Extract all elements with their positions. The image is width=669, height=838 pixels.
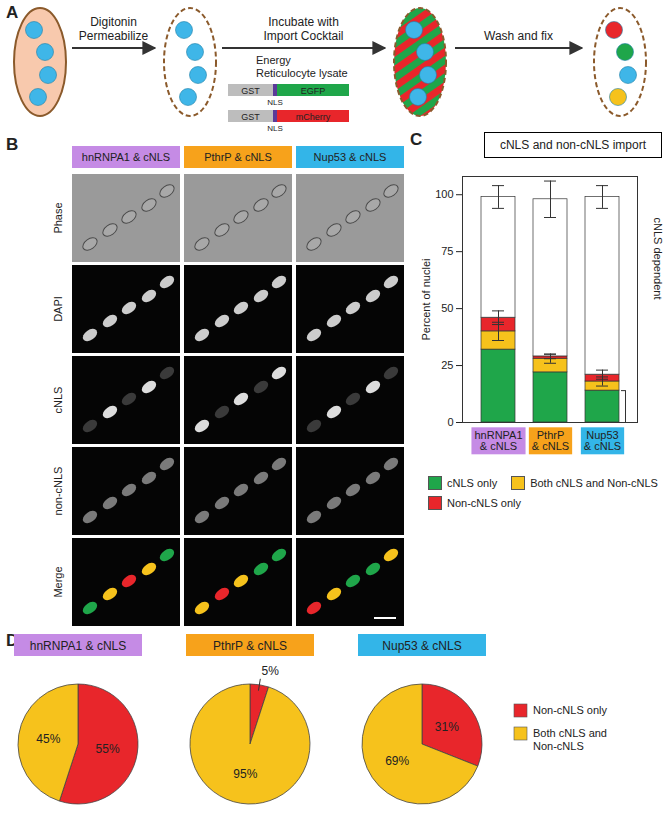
svg-text:75: 75 bbox=[441, 245, 453, 257]
svg-text:Nup53 & cNLS: Nup53 & cNLS bbox=[382, 639, 461, 653]
svg-text:cNLS dependent: cNLS dependent bbox=[652, 218, 664, 300]
svg-text:Both cNLS and: Both cNLS and bbox=[533, 727, 607, 739]
svg-text:45%: 45% bbox=[36, 732, 60, 746]
html-text:Both cNLS and Non-cNLS: Both cNLS and Non-cNLS bbox=[530, 477, 658, 489]
svg-text:Import Cocktail: Import Cocktail bbox=[263, 29, 343, 43]
svg-text:Incubate with: Incubate with bbox=[268, 15, 339, 29]
svg-text:NLS: NLS bbox=[267, 98, 283, 107]
svg-text:B: B bbox=[6, 135, 18, 154]
svg-text:100: 100 bbox=[435, 188, 453, 200]
svg-text:Nup53 & cNLS: Nup53 & cNLS bbox=[314, 151, 387, 163]
svg-text:PthrP& cNLS: PthrP& cNLS bbox=[532, 429, 569, 452]
svg-text:Wash and fix: Wash and fix bbox=[484, 29, 553, 43]
svg-text:Digitonin: Digitonin bbox=[90, 15, 137, 29]
svg-text:Non-cNLS: Non-cNLS bbox=[533, 740, 584, 752]
svg-text:55%: 55% bbox=[96, 742, 120, 756]
html-text:cNLS and non-cNLS import: cNLS and non-cNLS import bbox=[500, 138, 646, 152]
svg-text:mCherry: mCherry bbox=[296, 112, 331, 122]
svg-text:Permeabilize: Permeabilize bbox=[79, 29, 149, 43]
svg-text:25: 25 bbox=[441, 359, 453, 371]
svg-text:non-cNLS: non-cNLS bbox=[52, 467, 64, 516]
svg-text:95%: 95% bbox=[233, 767, 257, 781]
svg-text:69%: 69% bbox=[385, 754, 409, 768]
svg-text:Phase: Phase bbox=[52, 202, 64, 233]
svg-text:31%: 31% bbox=[435, 720, 459, 734]
html-text:Non-cNLS only: Non-cNLS only bbox=[447, 497, 521, 509]
svg-text:cNLS: cNLS bbox=[52, 387, 64, 414]
svg-text:EGFP: EGFP bbox=[301, 86, 326, 96]
svg-text:GST: GST bbox=[241, 112, 260, 122]
svg-text:hnRNPA1& cNLS: hnRNPA1& cNLS bbox=[474, 429, 522, 452]
svg-text:GST: GST bbox=[241, 86, 260, 96]
svg-text:Merge: Merge bbox=[52, 566, 64, 597]
svg-text:NLS: NLS bbox=[267, 124, 283, 133]
svg-text:Percent of nuclei: Percent of nuclei bbox=[420, 259, 432, 341]
svg-text:D: D bbox=[6, 631, 19, 650]
svg-text:DAPI: DAPI bbox=[52, 296, 64, 322]
html-text:cNLS only: cNLS only bbox=[447, 477, 498, 489]
svg-text:A: A bbox=[6, 3, 18, 22]
svg-text:PthrP & cNLS: PthrP & cNLS bbox=[204, 151, 272, 163]
svg-text:Reticulocyte lysate: Reticulocyte lysate bbox=[256, 67, 348, 79]
svg-text:5%: 5% bbox=[262, 664, 280, 678]
svg-text:hnRNPA1 & cNLS: hnRNPA1 & cNLS bbox=[30, 639, 127, 653]
svg-text:PthrP & cNLS: PthrP & cNLS bbox=[213, 639, 287, 653]
svg-text:hnRNPA1 & cNLS: hnRNPA1 & cNLS bbox=[82, 151, 170, 163]
svg-text:Nup53& cNLS: Nup53& cNLS bbox=[584, 429, 621, 452]
svg-text:Energy: Energy bbox=[256, 54, 291, 66]
svg-text:0: 0 bbox=[447, 416, 453, 428]
html-text:C: C bbox=[410, 130, 423, 149]
svg-text:Non-cNLS only: Non-cNLS only bbox=[533, 704, 607, 716]
svg-text:50: 50 bbox=[441, 302, 453, 314]
